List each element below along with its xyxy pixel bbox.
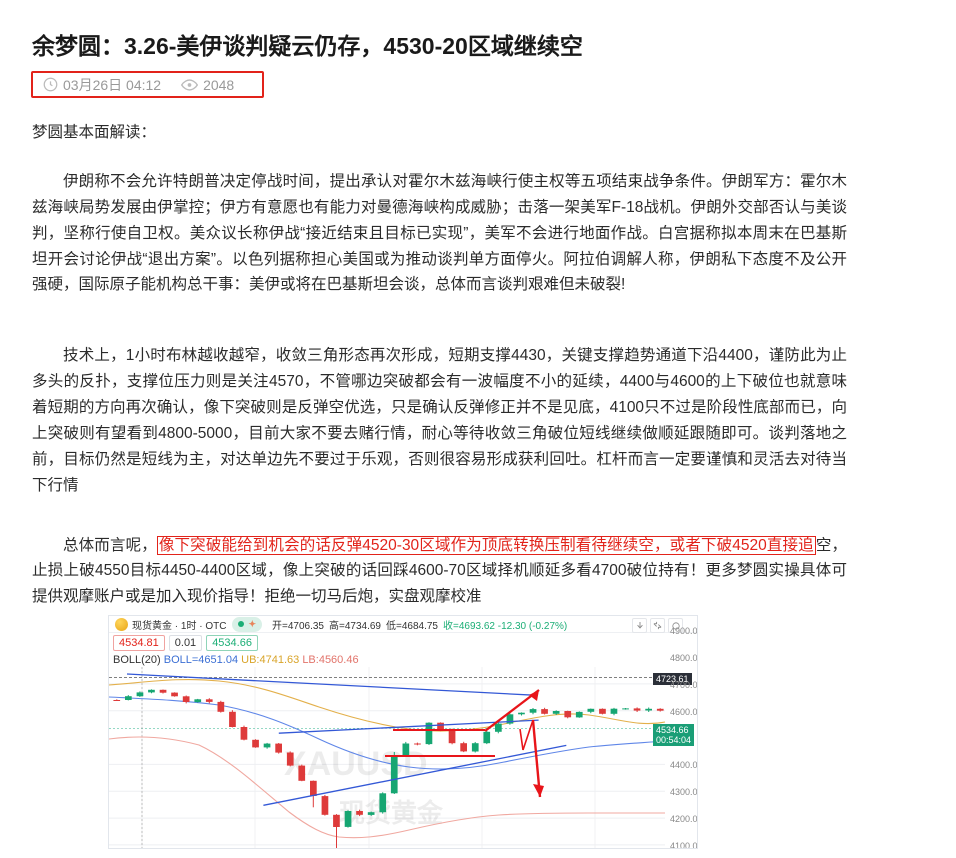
svg-text:现货黄金: 现货黄金 xyxy=(339,798,444,828)
